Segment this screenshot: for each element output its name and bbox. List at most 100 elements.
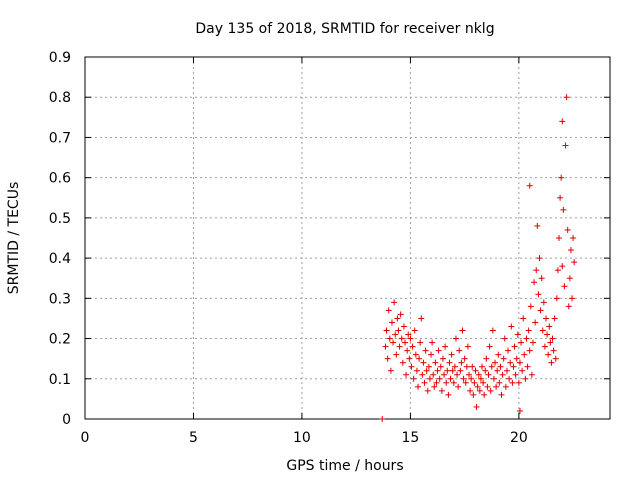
data-point bbox=[526, 182, 533, 189]
data-point bbox=[464, 343, 471, 350]
data-point bbox=[385, 307, 392, 314]
y-tick-label: 0.9 bbox=[49, 50, 71, 66]
data-point bbox=[431, 383, 438, 390]
data-point bbox=[519, 367, 526, 374]
data-point bbox=[396, 343, 403, 350]
data-point bbox=[559, 263, 566, 270]
data-point bbox=[423, 367, 430, 374]
data-point bbox=[551, 315, 558, 322]
data-point bbox=[540, 299, 547, 306]
data-point bbox=[408, 363, 415, 370]
data-point bbox=[456, 347, 463, 354]
data-point bbox=[445, 391, 452, 398]
data-point bbox=[497, 363, 504, 370]
data-point bbox=[557, 194, 564, 201]
data-point bbox=[566, 275, 573, 282]
y-tick-label: 0.4 bbox=[49, 251, 71, 267]
data-point bbox=[553, 295, 560, 302]
data-point bbox=[501, 335, 508, 342]
data-point bbox=[443, 379, 450, 386]
x-axis-label: GPS time / hours bbox=[286, 458, 403, 474]
data-point bbox=[463, 363, 470, 370]
data-point bbox=[496, 379, 503, 386]
y-tick-label: 0.2 bbox=[49, 332, 71, 348]
data-point bbox=[556, 235, 563, 241]
data-point bbox=[441, 371, 448, 378]
data-point bbox=[452, 335, 459, 342]
y-tick-label: 0.3 bbox=[49, 291, 71, 307]
data-point bbox=[467, 387, 474, 394]
data-point bbox=[424, 387, 431, 394]
data-point bbox=[469, 363, 476, 370]
data-point bbox=[547, 339, 554, 346]
data-point bbox=[562, 142, 569, 149]
data-point bbox=[563, 94, 570, 101]
data-point bbox=[461, 355, 468, 362]
data-point bbox=[457, 367, 464, 374]
data-point bbox=[487, 387, 494, 394]
data-point bbox=[436, 375, 443, 382]
data-point bbox=[413, 367, 420, 374]
data-point bbox=[403, 371, 410, 378]
data-point bbox=[484, 383, 491, 390]
y-tick-label: 0.8 bbox=[49, 90, 71, 106]
data-point bbox=[422, 347, 429, 354]
data-point bbox=[384, 355, 391, 362]
data-point bbox=[444, 367, 451, 374]
data-point bbox=[488, 363, 495, 370]
data-point bbox=[505, 347, 512, 354]
data-point bbox=[527, 303, 534, 310]
data-point bbox=[534, 222, 541, 229]
data-point bbox=[548, 359, 555, 366]
data-point bbox=[565, 303, 572, 310]
y-tick-label: 0.5 bbox=[49, 211, 71, 227]
data-points bbox=[379, 94, 578, 422]
data-point bbox=[543, 315, 550, 322]
data-point bbox=[468, 375, 475, 382]
data-point bbox=[486, 343, 493, 350]
data-point bbox=[545, 351, 552, 358]
data-point bbox=[490, 375, 497, 382]
data-point bbox=[447, 375, 454, 382]
data-point bbox=[421, 379, 428, 386]
data-point bbox=[513, 355, 520, 362]
data-point bbox=[449, 367, 456, 374]
data-point bbox=[550, 347, 557, 354]
data-point bbox=[473, 403, 480, 410]
data-point bbox=[460, 375, 467, 382]
data-point bbox=[433, 379, 440, 386]
data-point bbox=[541, 343, 548, 350]
data-point bbox=[425, 363, 432, 370]
data-point bbox=[412, 351, 419, 358]
data-point bbox=[455, 383, 462, 390]
data-point bbox=[434, 367, 441, 374]
data-point bbox=[383, 327, 390, 334]
data-point bbox=[390, 339, 397, 346]
data-point bbox=[411, 327, 418, 334]
data-point bbox=[458, 359, 465, 366]
data-point bbox=[480, 379, 487, 386]
data-point bbox=[535, 291, 542, 298]
data-point bbox=[387, 367, 394, 374]
data-point bbox=[502, 383, 509, 390]
data-point bbox=[401, 339, 408, 346]
data-point bbox=[539, 327, 546, 334]
data-point bbox=[471, 379, 478, 386]
data-point bbox=[544, 331, 551, 338]
data-point bbox=[500, 355, 507, 362]
data-point bbox=[561, 283, 568, 290]
data-point bbox=[391, 299, 398, 306]
data-point bbox=[481, 391, 488, 398]
data-point bbox=[454, 371, 461, 378]
data-point bbox=[522, 375, 529, 382]
data-point bbox=[538, 275, 545, 282]
data-point bbox=[498, 391, 505, 398]
data-point bbox=[514, 331, 521, 338]
data-point bbox=[392, 331, 399, 338]
data-point bbox=[492, 359, 499, 366]
data-point bbox=[438, 387, 445, 394]
data-point bbox=[558, 174, 565, 181]
data-point bbox=[512, 371, 519, 378]
data-point bbox=[462, 379, 469, 386]
data-point bbox=[419, 371, 426, 378]
